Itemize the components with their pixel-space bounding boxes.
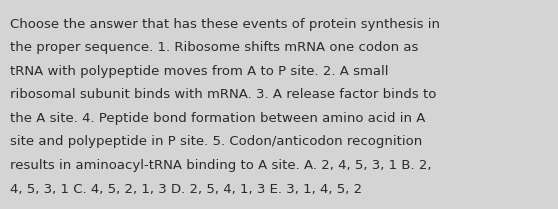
Text: results in aminoacyl-tRNA binding to A site. A. 2, 4, 5, 3, 1 B. 2,: results in aminoacyl-tRNA binding to A s…	[10, 159, 431, 172]
Text: tRNA with polypeptide moves from A to P site. 2. A small: tRNA with polypeptide moves from A to P …	[10, 65, 388, 78]
Text: the A site. 4. Peptide bond formation between amino acid in A: the A site. 4. Peptide bond formation be…	[10, 112, 425, 125]
Text: ribosomal subunit binds with mRNA. 3. A release factor binds to: ribosomal subunit binds with mRNA. 3. A …	[10, 88, 436, 102]
Text: 4, 5, 3, 1 C. 4, 5, 2, 1, 3 D. 2, 5, 4, 1, 3 E. 3, 1, 4, 5, 2: 4, 5, 3, 1 C. 4, 5, 2, 1, 3 D. 2, 5, 4, …	[10, 182, 362, 195]
Text: Choose the answer that has these events of protein synthesis in: Choose the answer that has these events …	[10, 18, 440, 31]
Text: site and polypeptide in P site. 5. Codon/anticodon recognition: site and polypeptide in P site. 5. Codon…	[10, 135, 422, 149]
Text: the proper sequence. 1. Ribosome shifts mRNA one codon as: the proper sequence. 1. Ribosome shifts …	[10, 42, 418, 55]
